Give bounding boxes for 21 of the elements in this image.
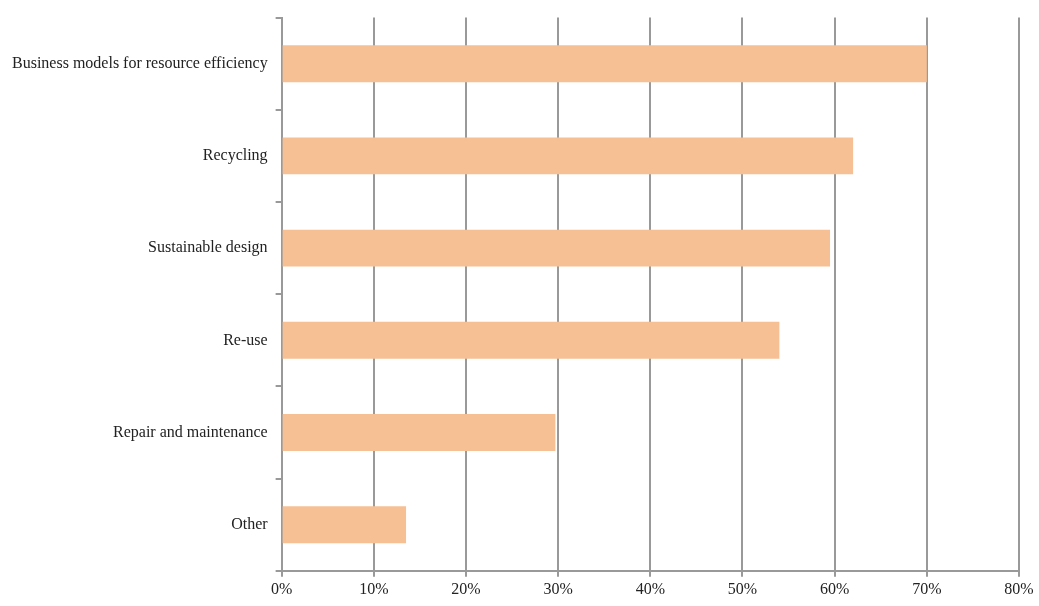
x-tick-label: 60%: [819, 579, 850, 597]
x-tick-label: 10%: [359, 579, 389, 597]
y-tick-label: Sustainable design: [148, 238, 268, 257]
x-tick-label: 0%: [270, 579, 293, 597]
y-tick-label: Re-use: [223, 330, 268, 348]
bar: [282, 506, 407, 544]
x-tick-label: 40%: [635, 579, 665, 597]
bar: [282, 414, 556, 451]
bar: [282, 45, 927, 83]
bar: [282, 137, 854, 175]
y-tick-label: Other: [231, 514, 269, 532]
x-tick-label: 70%: [912, 579, 942, 597]
x-tick-label: 30%: [543, 579, 573, 597]
x-tick-label: 20%: [451, 579, 481, 597]
y-tick-label: Repair and maintenance: [113, 422, 268, 441]
x-tick-label: 80%: [1004, 579, 1034, 597]
x-tick-label: 50%: [727, 579, 758, 597]
y-tick-label: Recycling: [202, 146, 268, 165]
bar: [282, 321, 780, 359]
bar: [282, 229, 831, 267]
y-tick-label: Business models for resource efficiency: [12, 53, 268, 72]
